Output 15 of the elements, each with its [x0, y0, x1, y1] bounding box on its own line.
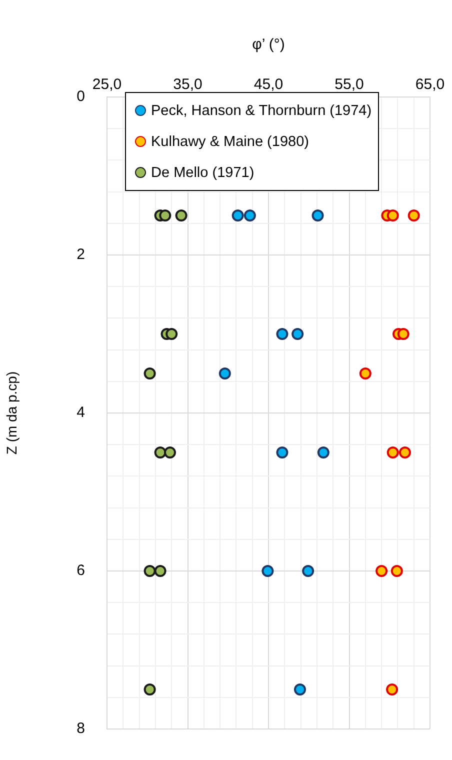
- y-tick-label: 2: [76, 246, 85, 264]
- legend-label: De Mello (1971): [151, 164, 254, 180]
- y-axis-title: Z (m da p.cp): [3, 371, 20, 455]
- y-tick-label: 8: [76, 720, 85, 738]
- x-tick-label: 45,0: [254, 76, 284, 94]
- y-tick-label: 4: [76, 404, 85, 422]
- legend-label: Kulhawy & Maine (1980): [151, 134, 309, 150]
- x-tick-label: 35,0: [173, 76, 202, 94]
- x-tick-label: 65,0: [415, 76, 445, 94]
- x-axis-title: φ’ (°): [252, 36, 285, 54]
- x-tick-label: 25,0: [92, 76, 122, 94]
- y-tick-label: 0: [76, 88, 85, 106]
- y-tick-label: 6: [76, 562, 85, 580]
- x-tick-label: 55,0: [334, 76, 364, 94]
- legend-label: Peck, Hanson & Thornburn (1974): [151, 102, 372, 118]
